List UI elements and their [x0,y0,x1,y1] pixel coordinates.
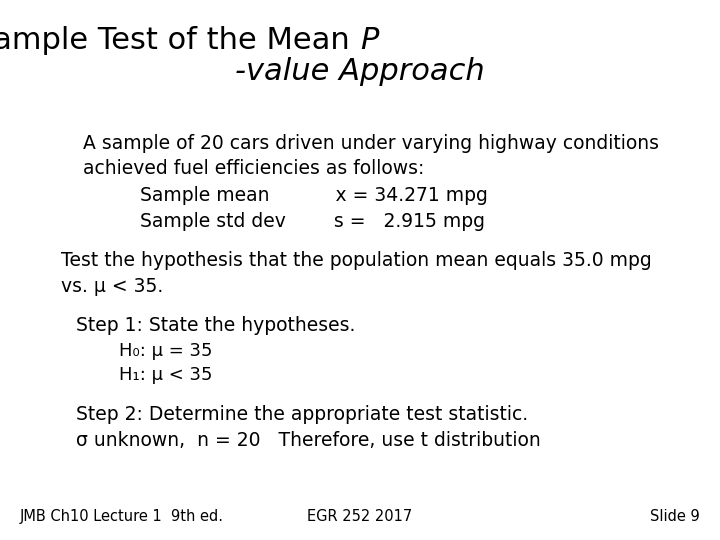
Text: vs. μ < 35.: vs. μ < 35. [61,276,163,296]
Text: Example: Single Sample Test of the Mean: Example: Single Sample Test of the Mean [0,26,360,55]
Text: σ unknown,  n = 20   Therefore, use t distribution: σ unknown, n = 20 Therefore, use t distr… [76,430,540,450]
Text: Step 1: State the hypotheses.: Step 1: State the hypotheses. [76,315,355,335]
Text: Slide 9: Slide 9 [650,509,700,524]
Text: -value Approach: -value Approach [235,57,485,86]
Text: H₁: μ < 35: H₁: μ < 35 [119,366,212,384]
Text: Step 2: Determine the appropriate test statistic.: Step 2: Determine the appropriate test s… [76,404,528,424]
Text: JMB Ch10 Lecture 1  9th ed.: JMB Ch10 Lecture 1 9th ed. [20,509,224,524]
Text: Sample std dev        s =   2.915 mpg: Sample std dev s = 2.915 mpg [140,212,485,231]
Text: H₀: μ = 35: H₀: μ = 35 [119,342,212,360]
Text: achieved fuel efficiencies as follows:: achieved fuel efficiencies as follows: [83,159,424,178]
Text: EGR 252 2017: EGR 252 2017 [307,509,413,524]
Text: P: P [360,26,379,55]
Text: Sample mean           x = 34.271 mpg: Sample mean x = 34.271 mpg [140,186,488,205]
Text: Test the hypothesis that the population mean equals 35.0 mpg: Test the hypothesis that the population … [61,251,652,270]
Text: A sample of 20 cars driven under varying highway conditions: A sample of 20 cars driven under varying… [83,133,659,153]
